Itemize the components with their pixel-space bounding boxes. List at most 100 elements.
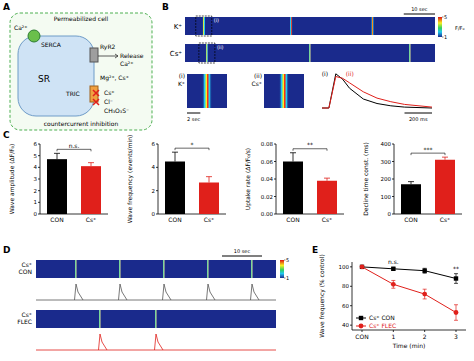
- x-tick-label: CON: [286, 216, 299, 223]
- colorbar-tick-label: 5: [444, 14, 447, 20]
- y-tick: [274, 161, 276, 162]
- error-cap: [324, 178, 330, 179]
- y-tick-label: 0.06: [261, 159, 274, 165]
- y-tick: [156, 190, 158, 191]
- block-cross: [93, 90, 99, 96]
- cell-outline: [10, 13, 152, 130]
- bar: [81, 166, 101, 214]
- y-tick: [274, 179, 276, 180]
- sr-compartment: [18, 36, 94, 116]
- y-tick-label: 0: [388, 211, 392, 217]
- wave: [205, 44, 208, 62]
- marker: [391, 282, 396, 287]
- y-axis: [352, 262, 353, 330]
- trace: [322, 74, 432, 108]
- zoom-box: [196, 16, 212, 36]
- x-axis: [352, 330, 466, 331]
- figure: ABCDEPermeabilized cellSRCa²⁺SERCARyR2Re…: [0, 0, 474, 361]
- wave: [119, 260, 122, 278]
- y-tick-label: 300: [381, 159, 392, 165]
- significance-label: ***: [424, 146, 433, 153]
- scale-bar: [404, 14, 435, 15]
- scale-bar-label: 200 ms: [409, 116, 428, 122]
- serca-pump: [28, 30, 40, 42]
- x-tick-label: Cs⁺: [86, 216, 96, 223]
- y-tick-label: 0: [152, 211, 156, 217]
- panel-label: B: [162, 2, 169, 12]
- x-tick-label: 2: [423, 333, 427, 340]
- trace-baseline: [36, 350, 276, 351]
- ion-label: Cs⁺: [104, 89, 114, 96]
- y-tick-label: 5: [34, 153, 38, 159]
- error-bar: [293, 153, 294, 162]
- bar: [283, 162, 303, 215]
- y-tick: [38, 190, 40, 191]
- wave: [290, 17, 293, 35]
- x-tick: [424, 330, 425, 332]
- y-tick: [274, 214, 276, 215]
- y-axis-label: Wave frequency (events/min): [126, 135, 134, 224]
- marker: [422, 269, 426, 273]
- y-tick-label: 0.00: [261, 211, 274, 217]
- trace-spike: [251, 284, 260, 300]
- x-tick: [456, 330, 457, 332]
- trace: [322, 77, 432, 109]
- trace-label: (ii): [346, 70, 354, 77]
- arrow-head: [115, 54, 118, 58]
- y-tick-label: 2: [34, 188, 38, 194]
- ryr2-label: RyR2: [100, 43, 116, 51]
- row-label: Cs⁺: [22, 311, 32, 318]
- error-cap: [88, 162, 94, 163]
- trace-spike: [155, 334, 164, 350]
- scale-bar-label: 2 sec: [187, 116, 200, 122]
- inset-wave: [202, 74, 212, 108]
- legend-marker: [359, 316, 363, 320]
- error-cap: [408, 181, 414, 182]
- row-label: FLEC: [17, 318, 32, 325]
- panel-label: D: [3, 245, 10, 255]
- error-cap: [391, 280, 395, 281]
- box-marker: (i): [214, 17, 219, 23]
- significance-label: **: [307, 141, 313, 148]
- ion-label: CH₃O₃S⁻: [104, 107, 129, 114]
- bar: [165, 162, 185, 215]
- wave: [409, 44, 412, 62]
- inset-linescan: [187, 74, 227, 108]
- y-tick: [274, 196, 276, 197]
- y-tick-label: 6: [34, 141, 38, 147]
- y-axis-label: Decline time const. (ms): [362, 142, 369, 216]
- trace-spike: [99, 334, 108, 350]
- inset-marker: (i): [179, 72, 185, 79]
- series-line: [362, 267, 456, 279]
- y-tick-label: 100: [381, 194, 392, 200]
- y-tick: [392, 161, 394, 162]
- y-tick-label: 3: [34, 176, 38, 182]
- x-axis-label: Time (min): [392, 342, 426, 349]
- error-cap: [442, 157, 448, 158]
- wave: [202, 17, 205, 35]
- y-tick-label: 200: [381, 176, 392, 182]
- ion-label: Mg²⁺, Cs⁺: [100, 74, 129, 82]
- bar: [199, 183, 219, 215]
- trace-spike: [163, 284, 172, 300]
- y-tick: [350, 286, 352, 287]
- scale-bar-label: 10 sec: [234, 248, 251, 254]
- error-cap: [54, 153, 60, 154]
- y-tick-label: 4: [34, 164, 38, 170]
- y-tick: [38, 155, 40, 156]
- x-tick-label: 3: [454, 333, 458, 340]
- ion-label: Ca²⁺: [120, 60, 133, 67]
- error-bar: [91, 163, 92, 167]
- y-tick-label: 6: [152, 141, 156, 147]
- linescan: [185, 44, 435, 62]
- significance-bracket: [293, 149, 327, 151]
- y-tick: [38, 167, 40, 168]
- y-tick: [38, 179, 40, 180]
- bar: [401, 184, 421, 214]
- x-tick-label: CON: [404, 216, 417, 223]
- y-tick-label: 1: [34, 199, 38, 205]
- significance-label: n.s.: [69, 142, 80, 149]
- legend-label: Cs⁺ FLEC: [369, 322, 396, 329]
- significance-label: **: [453, 265, 459, 272]
- error-bar: [175, 152, 176, 161]
